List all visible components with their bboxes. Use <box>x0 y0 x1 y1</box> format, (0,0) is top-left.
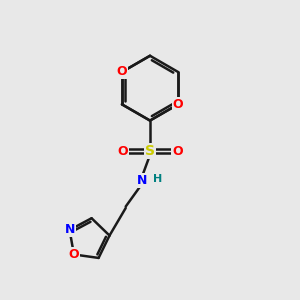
Text: O: O <box>117 145 128 158</box>
Text: S: S <box>145 144 155 158</box>
Text: H: H <box>154 174 163 184</box>
Text: O: O <box>173 98 183 111</box>
Text: O: O <box>172 145 183 158</box>
Text: N: N <box>64 224 75 236</box>
Text: N: N <box>137 174 147 187</box>
Text: O: O <box>117 65 127 79</box>
Text: O: O <box>69 248 79 261</box>
